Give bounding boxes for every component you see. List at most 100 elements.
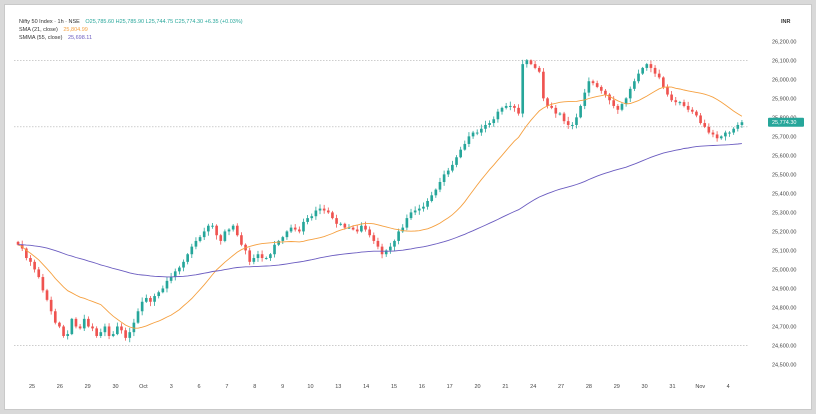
candle[interactable] xyxy=(37,266,41,279)
candle[interactable] xyxy=(202,227,206,241)
candle[interactable] xyxy=(529,59,533,66)
candle[interactable] xyxy=(215,224,218,240)
candle[interactable] xyxy=(331,210,334,220)
candle[interactable] xyxy=(430,191,434,203)
candle[interactable] xyxy=(289,224,293,233)
candle[interactable] xyxy=(190,243,194,259)
candle[interactable] xyxy=(558,111,562,116)
candle[interactable] xyxy=(314,206,318,220)
candle[interactable] xyxy=(397,228,400,245)
candle[interactable] xyxy=(628,86,632,103)
candle[interactable] xyxy=(231,224,235,232)
candle[interactable] xyxy=(132,318,136,337)
candle[interactable] xyxy=(211,223,214,229)
candle[interactable] xyxy=(645,62,649,71)
legend-sma55-row[interactable]: SMMA (55, close) 25,698.11 xyxy=(19,34,243,42)
candle[interactable] xyxy=(252,254,256,265)
candle[interactable] xyxy=(66,330,70,340)
candle[interactable] xyxy=(566,116,570,129)
candle[interactable] xyxy=(492,116,496,127)
candle[interactable] xyxy=(649,60,653,73)
candle[interactable] xyxy=(99,328,103,339)
candle[interactable] xyxy=(500,106,504,115)
candle[interactable] xyxy=(554,104,558,118)
candle[interactable] xyxy=(405,214,409,231)
candle[interactable] xyxy=(641,66,644,75)
candle[interactable] xyxy=(542,68,545,102)
candle[interactable] xyxy=(467,132,471,148)
candle[interactable] xyxy=(144,294,148,303)
candle[interactable] xyxy=(376,237,380,250)
candle[interactable] xyxy=(277,239,280,247)
candle[interactable] xyxy=(595,80,599,89)
candle[interactable] xyxy=(128,327,132,343)
candle[interactable] xyxy=(525,59,529,68)
candle[interactable] xyxy=(285,230,289,240)
candle[interactable] xyxy=(256,250,260,262)
candle[interactable] xyxy=(715,131,719,142)
candle[interactable] xyxy=(463,140,467,151)
candle[interactable] xyxy=(78,324,82,330)
candle[interactable] xyxy=(322,204,326,214)
candle[interactable] xyxy=(149,296,152,307)
candle[interactable] xyxy=(413,206,417,216)
candle[interactable] xyxy=(451,160,454,173)
candle[interactable] xyxy=(223,229,227,243)
candle[interactable] xyxy=(335,214,338,228)
candle[interactable] xyxy=(103,323,107,337)
candle[interactable] xyxy=(690,107,694,114)
candle[interactable] xyxy=(269,252,272,261)
candle[interactable] xyxy=(620,102,624,112)
candle[interactable] xyxy=(140,297,144,316)
candle[interactable] xyxy=(587,77,591,97)
candle[interactable] xyxy=(116,322,119,336)
candle[interactable] xyxy=(666,84,669,97)
candle[interactable] xyxy=(58,321,61,329)
candle[interactable] xyxy=(372,232,376,244)
candle[interactable] xyxy=(87,316,90,328)
candle[interactable] xyxy=(260,250,264,262)
candle[interactable] xyxy=(49,296,53,315)
candle[interactable] xyxy=(446,167,450,177)
candle[interactable] xyxy=(657,69,661,80)
candle[interactable] xyxy=(281,235,285,244)
candle[interactable] xyxy=(724,130,727,141)
candle[interactable] xyxy=(91,323,94,332)
candle[interactable] xyxy=(728,131,731,137)
candle[interactable] xyxy=(438,177,442,193)
candle[interactable] xyxy=(517,104,520,116)
candle[interactable] xyxy=(82,314,86,331)
candle[interactable] xyxy=(653,65,657,77)
candle[interactable] xyxy=(95,326,98,338)
candle[interactable] xyxy=(235,223,239,237)
candle[interactable] xyxy=(508,101,512,111)
candle[interactable] xyxy=(339,222,343,226)
candle[interactable] xyxy=(480,124,483,136)
candle[interactable] xyxy=(533,60,537,70)
candle[interactable] xyxy=(302,218,305,235)
candle[interactable] xyxy=(29,255,32,266)
candle[interactable] xyxy=(434,188,438,198)
candle[interactable] xyxy=(550,102,553,110)
candle[interactable] xyxy=(471,130,475,139)
candle[interactable] xyxy=(178,265,181,275)
candle[interactable] xyxy=(389,242,392,254)
candle[interactable] xyxy=(120,323,123,334)
candle[interactable] xyxy=(25,247,28,261)
candle[interactable] xyxy=(740,120,744,128)
candle[interactable] xyxy=(459,146,462,159)
candle[interactable] xyxy=(488,120,491,128)
candle[interactable] xyxy=(678,100,682,106)
legend-sma21-row[interactable]: SMA (21, close) 25,804.99 xyxy=(19,26,243,34)
candle[interactable] xyxy=(186,253,189,265)
candle[interactable] xyxy=(347,224,351,230)
candle[interactable] xyxy=(616,104,620,114)
candle[interactable] xyxy=(719,135,723,140)
candle[interactable] xyxy=(571,122,574,130)
candle[interactable] xyxy=(624,97,628,107)
candle[interactable] xyxy=(537,65,541,74)
candle[interactable] xyxy=(62,324,65,338)
candle[interactable] xyxy=(173,268,177,281)
candle[interactable] xyxy=(699,112,702,125)
